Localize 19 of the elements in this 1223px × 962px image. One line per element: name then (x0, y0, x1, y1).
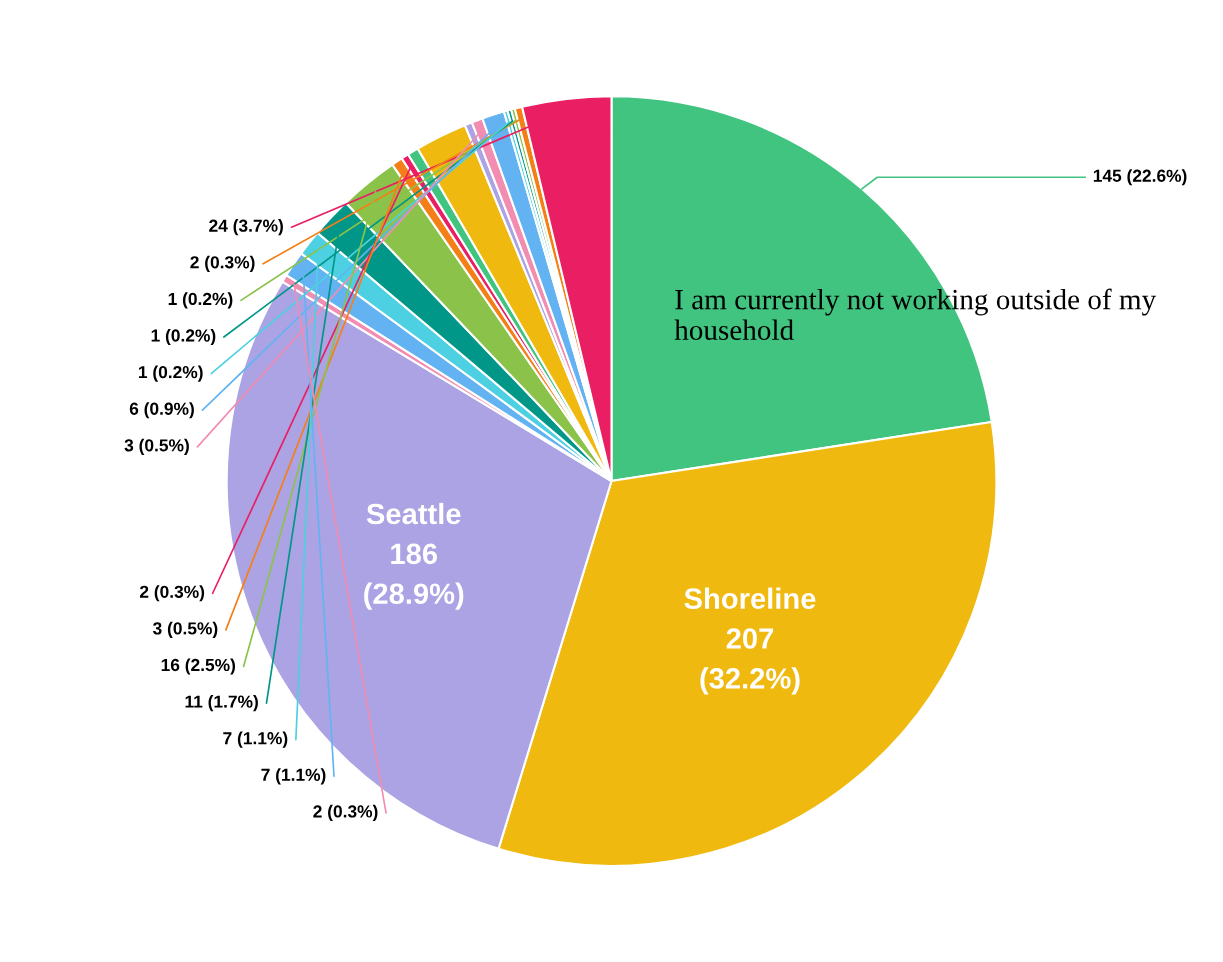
data-label: 145 (22.6%) (1093, 169, 1187, 186)
slice-label: Shoreline (684, 587, 816, 609)
data-label: 16 (2.5%) (161, 658, 236, 675)
data-label: 2 (0.3%) (139, 585, 205, 602)
slice-label: Seattle (366, 502, 461, 525)
data-label: 3 (0.5%) (152, 621, 218, 638)
data-label: 2 (0.3%) (190, 255, 255, 272)
data-label: 7 (1.1%) (261, 768, 326, 785)
data-label: 7 (1.1%) (223, 731, 288, 748)
data-label: 11 (1.7%) (185, 695, 258, 712)
data-label: 186 (28.9%) (364, 543, 464, 610)
data-label: 6 (0.9%) (129, 402, 194, 419)
data-label: 1 (0.2%) (168, 292, 233, 309)
data-label: 1 (0.2%) (151, 328, 216, 346)
data-label: 2 (0.3%) (313, 804, 378, 822)
data-label: 3 (0.5%) (124, 438, 189, 455)
data-label: 1 (0.2%) (138, 365, 203, 382)
data-label: 24 (3.7%) (209, 219, 283, 236)
data-label: 207 (32.2%) (700, 628, 800, 695)
